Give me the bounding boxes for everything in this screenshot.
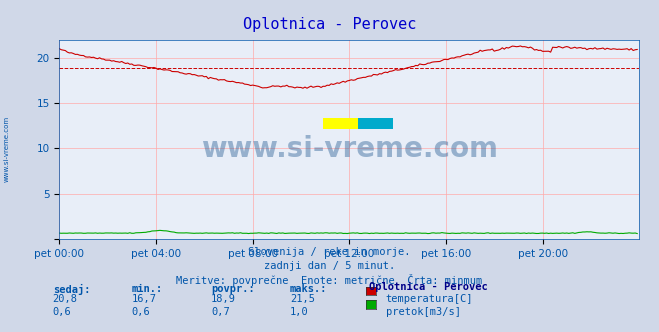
Text: 21,5: 21,5	[290, 294, 315, 304]
Text: www.si-vreme.com: www.si-vreme.com	[201, 135, 498, 163]
Text: maks.:: maks.:	[290, 284, 328, 294]
Text: 16,7: 16,7	[132, 294, 157, 304]
Text: 1,0: 1,0	[290, 307, 308, 317]
Text: 0,6: 0,6	[53, 307, 71, 317]
FancyBboxPatch shape	[358, 118, 393, 129]
Text: min.:: min.:	[132, 284, 163, 294]
Text: sedaj:: sedaj:	[53, 284, 90, 295]
Text: Meritve: povprečne  Enote: metrične  Črta: minmum: Meritve: povprečne Enote: metrične Črta:…	[177, 274, 482, 286]
Text: pretok[m3/s]: pretok[m3/s]	[386, 307, 461, 317]
Text: Slovenija / reke in morje.: Slovenija / reke in morje.	[248, 247, 411, 257]
Text: temperatura[C]: temperatura[C]	[386, 294, 473, 304]
Text: www.si-vreme.com: www.si-vreme.com	[3, 116, 10, 183]
FancyBboxPatch shape	[323, 118, 358, 129]
Text: Oplotnica - Perovec: Oplotnica - Perovec	[369, 282, 488, 292]
Text: 18,9: 18,9	[211, 294, 236, 304]
Text: zadnji dan / 5 minut.: zadnji dan / 5 minut.	[264, 261, 395, 271]
Text: 0,6: 0,6	[132, 307, 150, 317]
Text: povpr.:: povpr.:	[211, 284, 254, 294]
Text: 0,7: 0,7	[211, 307, 229, 317]
Text: 20,8: 20,8	[53, 294, 78, 304]
Text: Oplotnica - Perovec: Oplotnica - Perovec	[243, 17, 416, 32]
